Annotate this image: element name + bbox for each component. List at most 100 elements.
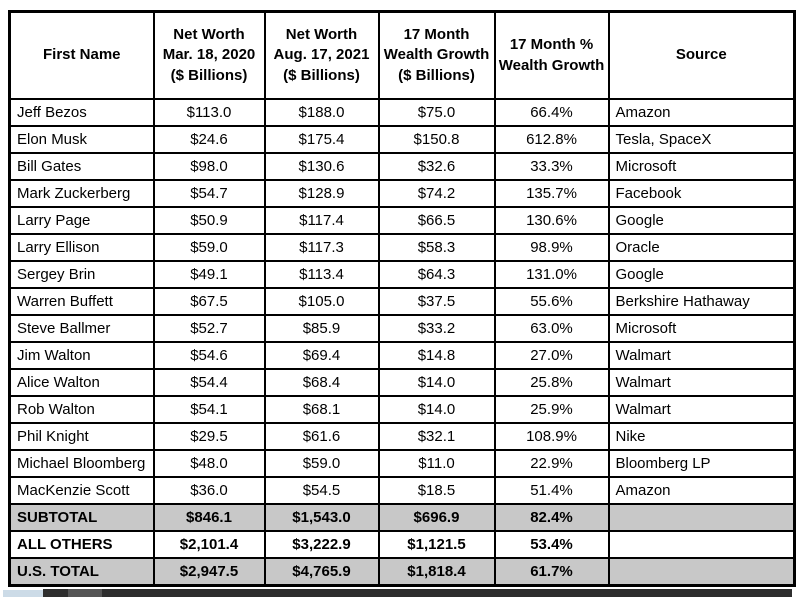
table-row: Larry Ellison $59.0 $117.3 $58.3 98.9% Oracle xyxy=(8,233,796,262)
value-cell: $1,121.5 xyxy=(377,530,496,559)
value-cell: $54.6 xyxy=(152,341,266,370)
value-cell: $49.1 xyxy=(152,260,266,289)
value-cell: $50.9 xyxy=(152,206,266,235)
value-cell: $54.4 xyxy=(152,368,266,397)
table-row: Alice Walton $54.4 $68.4 $14.0 25.8% Walmart xyxy=(8,368,796,397)
table-row: Steve Ballmer $52.7 $85.9 $33.2 63.0% Microso… xyxy=(8,314,796,343)
row-label-cell: Elon Musk xyxy=(8,125,155,154)
row-label-cell: Steve Ballmer xyxy=(8,314,155,343)
value-cell: $130.6 xyxy=(263,152,380,181)
source-cell: Amazon xyxy=(607,98,796,127)
row-label-cell: Alice Walton xyxy=(8,368,155,397)
row-label-cell: Jeff Bezos xyxy=(8,98,155,127)
value-cell: 25.8% xyxy=(493,368,610,397)
source-cell xyxy=(607,557,796,587)
row-label-cell: Larry Ellison xyxy=(8,233,155,262)
table-row: U.S. TOTAL $2,947.5 $4,765.9 $1,818.4 61.7% xyxy=(8,557,796,587)
value-cell: $11.0 xyxy=(377,449,496,478)
row-label-cell: U.S. TOTAL xyxy=(8,557,155,587)
value-cell: 612.8% xyxy=(493,125,610,154)
value-cell: $69.4 xyxy=(263,341,380,370)
value-cell: $29.5 xyxy=(152,422,266,451)
col-header-source: Source xyxy=(607,10,796,100)
source-cell: Nike xyxy=(607,422,796,451)
value-cell: $32.1 xyxy=(377,422,496,451)
value-cell: $117.4 xyxy=(263,206,380,235)
bottom-bar-dark-segment xyxy=(43,589,792,597)
value-cell: $105.0 xyxy=(263,287,380,316)
table-row: Phil Knight $29.5 $61.6 $32.1 108.9% Nike xyxy=(8,422,796,451)
source-cell: Tesla, SpaceX xyxy=(607,125,796,154)
source-cell: Amazon xyxy=(607,476,796,505)
billionaire-wealth-table: First Name Net Worth Mar. 18, 2020 ($ Bi… xyxy=(8,10,796,587)
row-label-cell: Phil Knight xyxy=(8,422,155,451)
value-cell: $58.3 xyxy=(377,233,496,262)
source-cell: Google xyxy=(607,260,796,289)
source-cell: Oracle xyxy=(607,233,796,262)
col-header-net-worth-2020: Net Worth Mar. 18, 2020 ($ Billions) xyxy=(152,10,266,100)
value-cell: 22.9% xyxy=(493,449,610,478)
value-cell: $1,818.4 xyxy=(377,557,496,587)
source-cell: Bloomberg LP xyxy=(607,449,796,478)
table-row: SUBTOTAL $846.1 $1,543.0 $696.9 82.4% xyxy=(8,503,796,532)
value-cell: $2,101.4 xyxy=(152,530,266,559)
value-cell: $113.0 xyxy=(152,98,266,127)
table-body: Jeff Bezos $113.0 $188.0 $75.0 66.4% Amazon El… xyxy=(8,98,796,587)
table-row: Sergey Brin $49.1 $113.4 $64.3 131.0% Google xyxy=(8,260,796,289)
value-cell: $54.1 xyxy=(152,395,266,424)
billionaire-wealth-table-container: First Name Net Worth Mar. 18, 2020 ($ Bi… xyxy=(8,10,796,587)
col-header-wealth-growth: 17 Month Wealth Growth ($ Billions) xyxy=(377,10,496,100)
table-row: Rob Walton $54.1 $68.1 $14.0 25.9% Walmart xyxy=(8,395,796,424)
value-cell: 66.4% xyxy=(493,98,610,127)
table-row: Bill Gates $98.0 $130.6 $32.6 33.3% Microsoft xyxy=(8,152,796,181)
table-row: Larry Page $50.9 $117.4 $66.5 130.6% Google xyxy=(8,206,796,235)
source-cell xyxy=(607,530,796,559)
source-cell: Microsoft xyxy=(607,314,796,343)
value-cell: $52.7 xyxy=(152,314,266,343)
value-cell: $54.5 xyxy=(263,476,380,505)
value-cell: 27.0% xyxy=(493,341,610,370)
value-cell: $75.0 xyxy=(377,98,496,127)
value-cell: 33.3% xyxy=(493,152,610,181)
row-label-cell: Rob Walton xyxy=(8,395,155,424)
value-cell: 51.4% xyxy=(493,476,610,505)
value-cell: $33.2 xyxy=(377,314,496,343)
value-cell: $64.3 xyxy=(377,260,496,289)
value-cell: $68.1 xyxy=(263,395,380,424)
value-cell: $1,543.0 xyxy=(263,503,380,532)
value-cell: 82.4% xyxy=(493,503,610,532)
bottom-bar-mid-segment xyxy=(68,589,102,597)
value-cell: 108.9% xyxy=(493,422,610,451)
value-cell: $113.4 xyxy=(263,260,380,289)
value-cell: 130.6% xyxy=(493,206,610,235)
value-cell: $24.6 xyxy=(152,125,266,154)
value-cell: $74.2 xyxy=(377,179,496,208)
row-label-cell: Jim Walton xyxy=(8,341,155,370)
value-cell: $68.4 xyxy=(263,368,380,397)
value-cell: $48.0 xyxy=(152,449,266,478)
value-cell: $846.1 xyxy=(152,503,266,532)
value-cell: $67.5 xyxy=(152,287,266,316)
value-cell: $61.6 xyxy=(263,422,380,451)
row-label-cell: SUBTOTAL xyxy=(8,503,155,532)
value-cell: $128.9 xyxy=(263,179,380,208)
value-cell: $18.5 xyxy=(377,476,496,505)
value-cell: $98.0 xyxy=(152,152,266,181)
value-cell: $3,222.9 xyxy=(263,530,380,559)
table-row: Jim Walton $54.6 $69.4 $14.8 27.0% Walmart xyxy=(8,341,796,370)
header-row: First Name Net Worth Mar. 18, 2020 ($ Bi… xyxy=(8,10,796,100)
value-cell: $54.7 xyxy=(152,179,266,208)
row-label-cell: Mark Zuckerberg xyxy=(8,179,155,208)
value-cell: 25.9% xyxy=(493,395,610,424)
value-cell: $14.0 xyxy=(377,395,496,424)
value-cell: 53.4% xyxy=(493,530,610,559)
row-label-cell: ALL OTHERS xyxy=(8,530,155,559)
table-row: Elon Musk $24.6 $175.4 $150.8 612.8% Tesla, S… xyxy=(8,125,796,154)
row-label-cell: Warren Buffett xyxy=(8,287,155,316)
value-cell: 63.0% xyxy=(493,314,610,343)
value-cell: $37.5 xyxy=(377,287,496,316)
source-cell: Google xyxy=(607,206,796,235)
value-cell: $59.0 xyxy=(152,233,266,262)
value-cell: $175.4 xyxy=(263,125,380,154)
source-cell: Walmart xyxy=(607,395,796,424)
